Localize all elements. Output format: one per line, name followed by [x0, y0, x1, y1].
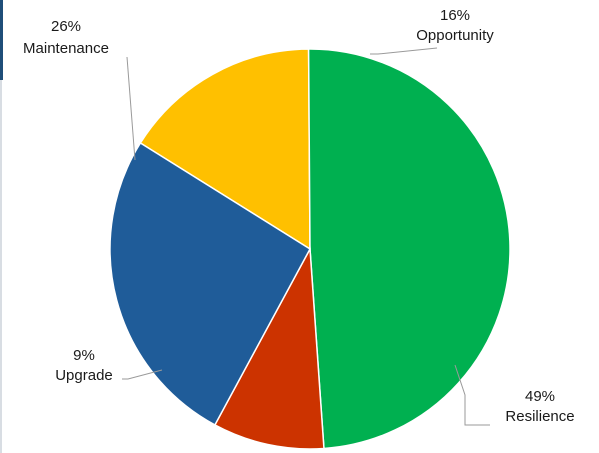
slice-percent-resilience: 49%	[525, 388, 555, 405]
slice-label-resilience: Resilience	[505, 408, 574, 425]
slice-label-opportunity: Opportunity	[416, 27, 494, 44]
pie-slice-opportunity	[139, 48, 311, 251]
pie-slice-resilience	[307, 48, 511, 450]
pie-slices	[109, 48, 511, 450]
slice-label-upgrade: Upgrade	[55, 367, 113, 384]
leader-line-maintenance	[126, 56, 136, 161]
left-edge-divider	[0, 0, 2, 453]
slice-percent-upgrade: 9%	[73, 347, 95, 364]
leader-line-upgrade	[122, 369, 163, 380]
leader-line-resilience	[454, 364, 490, 426]
leader-lines	[122, 47, 490, 426]
left-edge-accent	[0, 0, 3, 80]
leader-line-opportunity	[370, 47, 438, 55]
pie-slice-upgrade	[213, 246, 325, 450]
slice-label-maintenance: Maintenance	[23, 40, 109, 57]
slice-percent-maintenance: 26%	[51, 18, 81, 35]
slice-percent-opportunity: 16%	[440, 7, 470, 24]
slice-labels: 16% Opportunity 49% Resilience 9% Upgrade 26% M…	[23, 7, 575, 425]
pie-slice-maintenance	[109, 141, 311, 426]
